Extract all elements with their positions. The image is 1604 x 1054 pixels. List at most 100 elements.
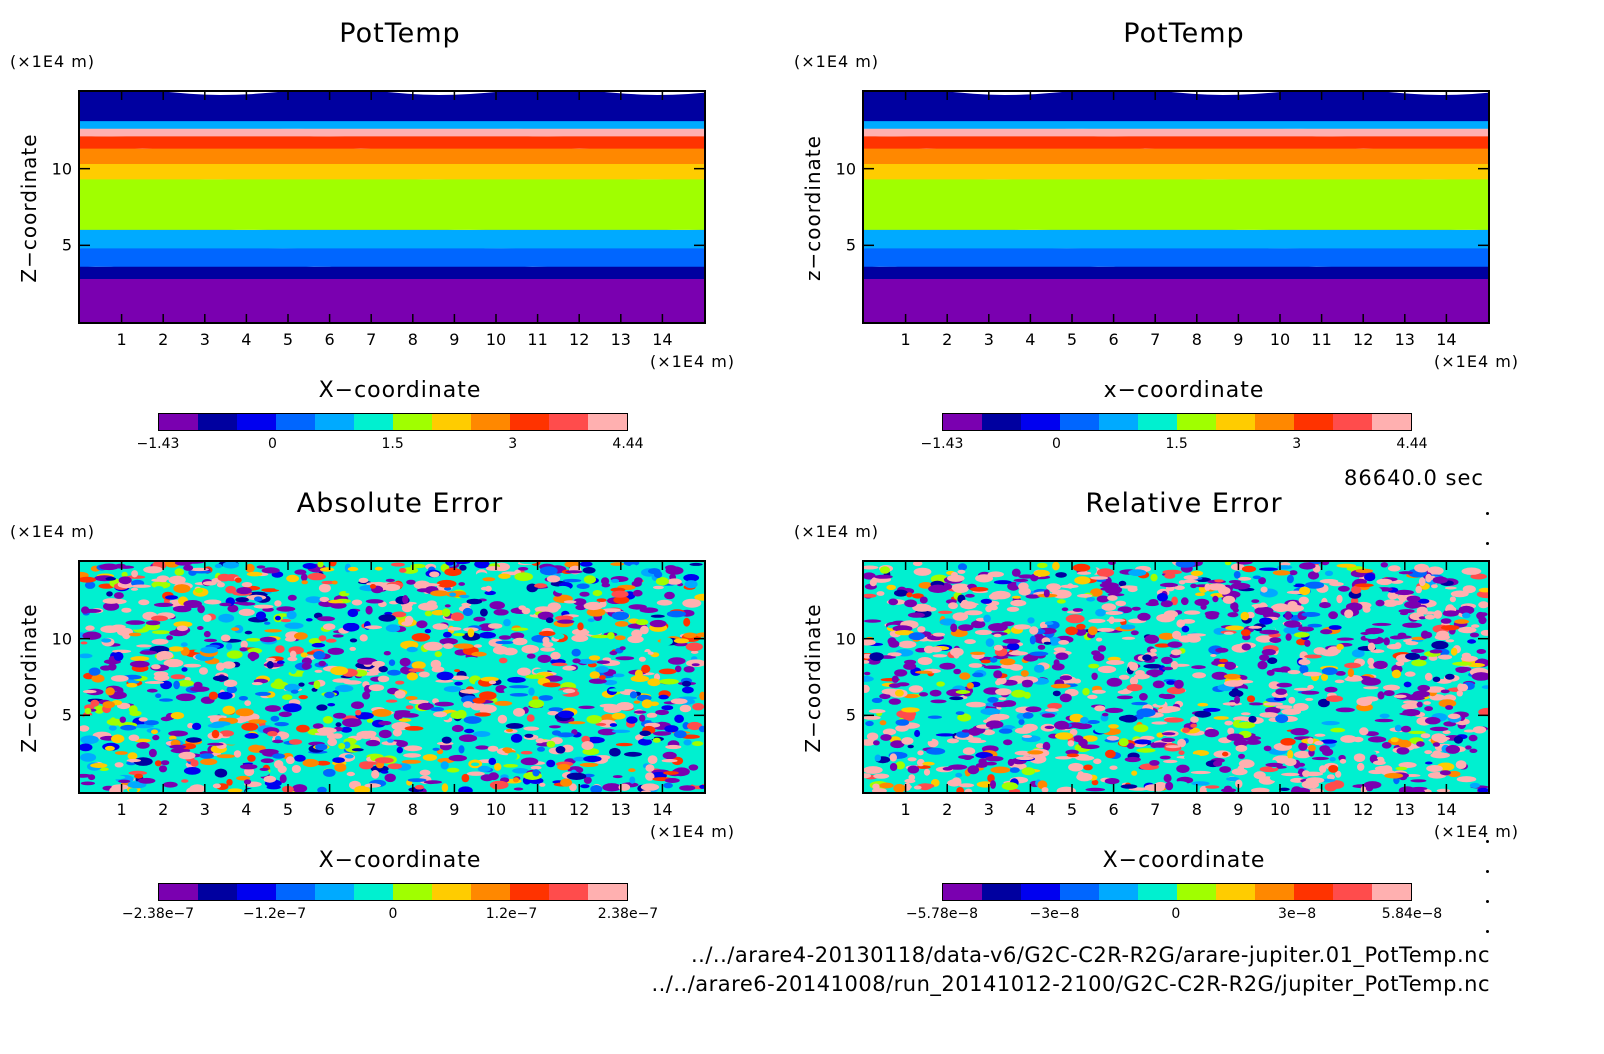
field-blob: [662, 751, 677, 760]
field-blob: [590, 785, 603, 792]
field-blob: [236, 587, 252, 595]
field-blob: [1398, 739, 1412, 748]
field-blob: [667, 578, 682, 585]
field-blob: [359, 634, 368, 642]
field-blob: [434, 651, 442, 658]
field-blob: [1417, 684, 1430, 692]
x-tick-label: 12: [1353, 330, 1374, 349]
y-unit-label: (×1E4 m): [10, 52, 96, 71]
field-blob: [538, 630, 556, 637]
field-blob: [530, 765, 542, 770]
field-blob: [1250, 787, 1270, 792]
field-blob: [539, 566, 558, 576]
field-blob: [151, 729, 158, 735]
field-blob: [1091, 779, 1099, 786]
field-blob: [1461, 567, 1482, 575]
field-blob: [204, 599, 222, 605]
field-blob: [121, 571, 128, 578]
colorbar-tick-label: 0: [268, 436, 277, 452]
field-blob: [497, 714, 508, 724]
field-blob: [1281, 772, 1300, 777]
field-blob: [971, 620, 986, 629]
field-blob: [296, 724, 310, 733]
field-blob: [388, 659, 396, 666]
field-blob: [958, 624, 974, 631]
field-band: [864, 273, 1488, 322]
field-blob: [1440, 689, 1450, 694]
field-blob: [312, 723, 324, 729]
field-blob: [245, 563, 255, 573]
field-blob: [1181, 579, 1199, 583]
field-blob: [1259, 654, 1270, 661]
field-blob: [264, 705, 281, 712]
field-blob: [1301, 612, 1321, 617]
field-blob: [555, 615, 574, 621]
field-blob: [199, 753, 214, 759]
field-blob: [289, 666, 297, 674]
field-blob: [471, 762, 480, 767]
field-blob: [879, 693, 891, 700]
field-blob: [485, 585, 492, 592]
colorbar-tick-label: 3: [1292, 436, 1302, 452]
field-blob: [955, 690, 971, 694]
field-blob: [1423, 701, 1431, 705]
field-blob: [1120, 624, 1136, 630]
field-blob: [1042, 741, 1051, 751]
field-blob: [888, 683, 901, 688]
field-blob: [990, 780, 996, 789]
field-blob: [349, 638, 358, 643]
field-blob: [1041, 713, 1056, 718]
field-blob: [612, 673, 625, 678]
x-tick-label: 10: [1269, 330, 1291, 349]
field-blob: [949, 696, 964, 701]
field-blob: [666, 610, 687, 618]
x-tick-label: 6: [324, 330, 335, 349]
field-blob: [1101, 712, 1109, 717]
chart-title: PotTemp: [1123, 18, 1245, 49]
field-blob: [563, 600, 577, 604]
decor-dot: [1486, 512, 1489, 515]
field-blob: [1001, 782, 1019, 791]
field-blob: [463, 716, 482, 724]
field-blob: [611, 729, 631, 733]
field-blob: [989, 605, 998, 611]
colorbar-tick-label: 4.44: [612, 436, 644, 452]
field-blob: [1299, 562, 1316, 570]
field-blob: [292, 784, 308, 792]
field-blob: [90, 763, 108, 768]
field-blob: [1272, 570, 1291, 576]
field-blob: [1293, 750, 1312, 759]
field-blob: [1276, 565, 1293, 570]
x-unit-label: (×1E4 m): [1434, 822, 1520, 841]
field-blob: [1468, 734, 1478, 742]
field-blob: [1204, 728, 1219, 738]
field-blob: [635, 619, 649, 626]
field-blob: [374, 757, 394, 764]
field-blob: [560, 778, 573, 787]
field-blob: [430, 659, 442, 669]
field-blob: [989, 657, 998, 663]
field-blob: [562, 578, 582, 583]
field-blob: [401, 604, 413, 613]
field-blob: [1170, 660, 1179, 670]
field-blob: [1018, 719, 1025, 725]
field-blob: [1477, 787, 1488, 792]
field-blob: [84, 707, 92, 715]
field-blob: [1353, 753, 1366, 762]
field-blob: [470, 701, 485, 711]
field-blob: [346, 771, 355, 777]
field-blob: [199, 667, 208, 675]
field-blob: [1029, 635, 1036, 645]
field-blob: [673, 730, 687, 739]
field-blob: [222, 562, 239, 569]
field-blob: [192, 722, 202, 730]
field-blob: [169, 629, 188, 637]
field-blob: [447, 627, 462, 631]
field-blob: [898, 640, 917, 649]
field-blob: [330, 666, 349, 676]
field-blob: [410, 563, 426, 569]
field-blob: [1133, 724, 1149, 733]
field-blob: [423, 641, 443, 651]
field-blob: [1013, 578, 1029, 582]
field-blob: [1085, 787, 1106, 792]
